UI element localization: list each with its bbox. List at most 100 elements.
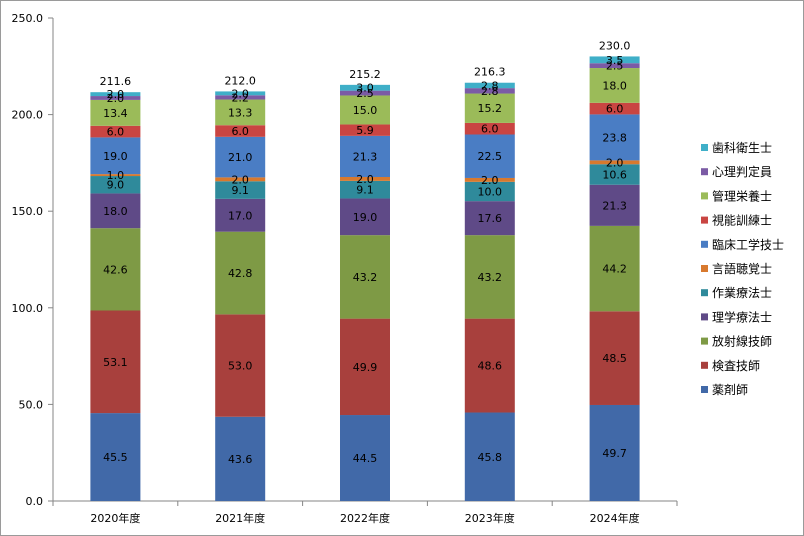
y-tick-label: 200.0 [12, 109, 44, 122]
segment-value-label: 9.1 [356, 184, 374, 197]
legend-label: 視能訓練士 [712, 213, 772, 228]
segment-value-label: 19.0 [353, 211, 378, 224]
bar-segment [589, 164, 640, 185]
segment-value-label: 53.1 [103, 356, 128, 369]
segment-value-label: 5.9 [356, 124, 374, 137]
segment-value-label: 49.7 [602, 447, 627, 460]
bar-segment [215, 95, 266, 100]
x-tick-label: 2023年度 [465, 511, 515, 525]
segment-value-label: 48.5 [602, 352, 627, 365]
segment-value-label: 10.6 [602, 168, 627, 181]
segment-value-label: 6.0 [606, 103, 624, 116]
bar-segment [90, 96, 141, 100]
segment-value-label: 48.6 [478, 360, 503, 373]
legend-swatch [701, 240, 708, 248]
legend-label: 放射線技師 [712, 334, 772, 349]
bar-segment [340, 198, 390, 236]
bar-segment [464, 82, 515, 89]
bar-segment [215, 91, 266, 96]
segment-value-label: 2.0 [356, 173, 374, 186]
segment-value-label: 2.0 [107, 88, 125, 101]
bar-segment [340, 415, 390, 501]
bar-segment [340, 180, 390, 199]
bar-segment [340, 235, 390, 319]
segment-value-label: 53.0 [228, 360, 253, 373]
bar-segment [215, 125, 266, 137]
segment-value-label: 13.4 [103, 107, 128, 120]
total-label: 230.0 [599, 39, 631, 52]
segment-value-label: 44.2 [602, 263, 627, 276]
legend-swatch [701, 216, 708, 224]
bar-segment [215, 198, 266, 232]
segment-value-label: 2.5 [606, 60, 624, 73]
segment-value-label: 2.8 [481, 85, 499, 98]
segment-value-label: 2.0 [107, 92, 125, 105]
segment-value-label: 3.0 [356, 82, 374, 95]
segment-value-label: 45.8 [478, 451, 503, 464]
bars [90, 56, 640, 501]
bar-segment [90, 99, 141, 126]
legend-swatch [701, 144, 708, 151]
data-labels: 45.553.142.618.09.01.019.06.013.42.02.02… [100, 39, 631, 465]
bar-segment [90, 125, 141, 138]
segment-value-label: 43.2 [353, 271, 378, 284]
segment-value-label: 42.6 [103, 263, 128, 276]
y-tick-label: 0.0 [26, 495, 44, 508]
total-label: 212.0 [224, 74, 256, 87]
x-tick-label: 2020年度 [90, 511, 140, 525]
legend-swatch [701, 289, 708, 297]
legend-swatch [701, 265, 708, 272]
bar-segment [340, 135, 390, 178]
bar-segment [90, 137, 141, 175]
bar-segment [589, 160, 640, 165]
segment-value-label: 18.0 [103, 205, 128, 218]
bar-segment [464, 181, 515, 202]
bar-segment [90, 193, 141, 229]
bar-segment [464, 88, 515, 94]
bar-segment [464, 201, 515, 236]
segment-value-label: 15.0 [353, 104, 378, 117]
segment-value-label: 43.2 [478, 271, 503, 284]
x-tick-label: 2021年度 [215, 511, 265, 525]
segment-value-label: 15.2 [478, 102, 503, 115]
bar-segment [340, 95, 390, 125]
segment-value-label: 6.0 [231, 125, 249, 138]
bar-segment [589, 68, 640, 103]
bar-segment [90, 413, 141, 501]
legend-label: 理学療法士 [712, 309, 772, 324]
segment-value-label: 3.5 [606, 54, 624, 67]
legend-label: 心理判定員 [712, 164, 772, 179]
segment-value-label: 2.0 [481, 174, 499, 187]
bar-segment [215, 181, 266, 199]
total-label: 216.3 [474, 66, 506, 79]
segment-value-label: 10.0 [478, 185, 503, 198]
bar-segment [340, 124, 390, 136]
bar-segment [90, 92, 141, 97]
segment-value-label: 2.0 [606, 156, 624, 169]
segment-value-label: 21.0 [228, 151, 253, 164]
segment-value-label: 44.5 [353, 452, 378, 465]
bar-segment [215, 416, 266, 501]
legend-label: 薬剤師 [712, 382, 748, 397]
segment-value-label: 21.3 [353, 150, 378, 163]
legend-label: 管理栄養士 [712, 188, 772, 203]
segment-value-label: 18.0 [602, 79, 627, 92]
bar-segment [215, 177, 266, 182]
segment-value-label: 2.5 [356, 87, 374, 100]
bar-segment [90, 228, 141, 311]
legend: 歯科衛生士心理判定員管理栄養士視能訓練士臨床工学技士言語聴覚士作業療法士理学療法… [701, 141, 784, 397]
bar-segment [90, 176, 141, 194]
bar-segment [464, 134, 515, 178]
bar-segment [215, 136, 266, 178]
y-tick-label: 150.0 [12, 205, 44, 218]
segment-value-label: 2.8 [481, 79, 499, 92]
segment-value-label: 6.0 [481, 123, 499, 136]
bar-segment [90, 174, 141, 177]
bar-segment [589, 404, 640, 501]
bar-segment [464, 412, 515, 501]
segment-value-label: 45.5 [103, 451, 128, 464]
bar-segment [340, 90, 390, 96]
segment-value-label: 17.6 [478, 212, 503, 225]
